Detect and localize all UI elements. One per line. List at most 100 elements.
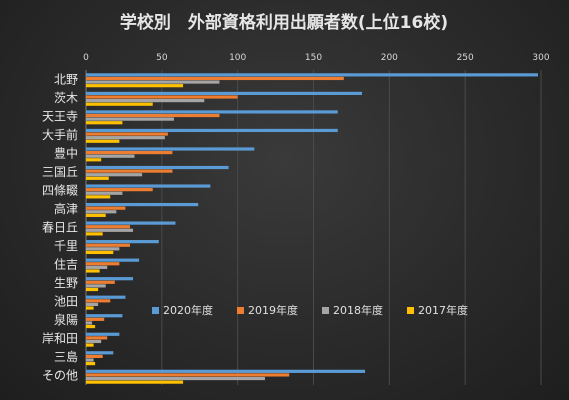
bar-2020年度-茨木 [86,91,363,95]
bar-2018年度-生野 [86,284,106,288]
x-tick-label: 250 [457,53,474,63]
bar-2018年度-四條畷 [86,191,123,195]
bars [86,73,538,384]
bar-2018年度-天王寺 [86,117,174,121]
bar-2020年度-生野 [86,277,134,281]
bar-2017年度-四條畷 [86,195,111,199]
bar-2017年度-北野 [86,84,184,88]
bar-2019年度-春日丘 [86,225,130,229]
bar-2020年度-その他 [86,369,366,373]
bar-2018年度-泉陽 [86,321,93,325]
bar-2020年度-高津 [86,202,199,207]
bar-2017年度-豊中 [86,158,102,162]
bar-2019年度-大手前 [86,132,168,136]
x-tick-label: 150 [305,53,322,63]
bar-2017年度-生野 [86,287,99,292]
bar-2020年度-四條畷 [86,184,211,188]
category-label: 池田 [54,295,78,309]
chart-title: 学校別 外部資格利用出願者数(上位16校) [120,12,448,33]
category-label: 千里 [54,239,78,253]
legend-label: 2018年度 [333,303,383,317]
category-label: 春日丘 [42,221,78,235]
bar-2017年度-茨木 [86,102,153,106]
legend-swatch [237,307,244,314]
category-label: その他 [42,369,78,383]
bar-2019年度-千里 [86,243,130,247]
category-label: 三国丘 [42,165,78,179]
category-label: 茨木 [54,91,78,105]
gridlines [85,70,542,385]
x-tick-label: 0 [83,53,89,63]
legend-label: 2019年度 [248,303,298,317]
category-label: 四條畷 [42,183,78,197]
bar-2017年度-天王寺 [86,121,123,125]
bar-2018年度-高津 [86,210,117,214]
bar-2017年度-春日丘 [86,232,103,236]
bar-2019年度-豊中 [86,150,173,155]
category-label: 天王寺 [42,109,78,123]
bar-2017年度-泉陽 [86,324,96,329]
category-label: 岸和田 [42,332,78,346]
legend: 2020年度 2019年度 2018年度 2017年度 [152,303,468,317]
bar-2018年度-大手前 [86,136,165,140]
bar-2020年度-岸和田 [86,332,120,336]
bar-2017年度-池田 [86,306,94,310]
bar-2020年度-大手前 [86,128,338,133]
category-label: 泉陽 [54,313,78,327]
bar-2020年度-千里 [86,240,159,244]
category-label: 高津 [54,201,78,216]
bar-2017年度-岸和田 [86,343,94,347]
bar-2017年度-大手前 [86,139,120,143]
bar-2020年度-春日丘 [86,221,176,225]
bar-2018年度-北野 [86,80,220,84]
bar-2018年度-池田 [86,302,99,307]
bar-2019年度-住吉 [86,262,120,266]
x-tick-label: 300 [532,53,549,63]
bar-2018年度-岸和田 [86,339,102,344]
category-label: 生野 [54,276,78,290]
x-tick-label: 100 [229,53,246,63]
bar-2019年度-三島 [86,354,103,359]
x-tick-label: 200 [381,53,398,63]
bar-2019年度-茨木 [86,95,238,99]
bar-2018年度-豊中 [86,154,135,158]
bar-2018年度-住吉 [86,265,108,269]
bar-2020年度-三島 [86,351,114,355]
bar-2019年度-池田 [86,299,111,303]
bar-2019年度-生野 [86,280,115,284]
bar-2020年度-豊中 [86,147,255,151]
bar-2017年度-千里 [86,250,114,255]
x-tick-label: 50 [156,53,168,63]
category-label: 住吉 [54,258,78,272]
bar-2018年度-千里 [86,247,120,251]
bar-2017年度-三国丘 [86,176,109,180]
bar-2020年度-天王寺 [86,110,338,114]
bar-2017年度-高津 [86,213,106,217]
bar-2020年度-北野 [86,73,538,77]
bar-2019年度-岸和田 [86,336,108,340]
bar-2017年度-住吉 [86,269,100,273]
category-label: 大手前 [42,127,78,142]
bar-2017年度-三島 [86,362,96,366]
x-axis-ticks: 0 50 100 150 200 250 300 [83,53,550,63]
legend-swatch [407,307,414,314]
category-labels: 北野茨木天王寺大手前豊中三国丘四條畷高津春日丘千里住吉生野池田泉陽岸和田三島その… [42,72,78,382]
bar-2020年度-住吉 [86,258,140,262]
bar-2020年度-三国丘 [86,165,229,170]
bar-2017年度-その他 [86,380,184,384]
bar-2018年度-三島 [86,358,94,362]
bar-2019年度-その他 [86,373,290,377]
bar-2018年度-その他 [86,376,265,381]
bar-2019年度-三国丘 [86,169,173,173]
bar-2018年度-春日丘 [86,228,134,232]
legend-swatch [322,307,329,314]
legend-swatch [152,307,159,314]
category-label: 北野 [54,72,78,86]
bar-2020年度-池田 [86,295,126,299]
bar-2019年度-天王寺 [86,113,220,118]
bar-2019年度-高津 [86,206,126,210]
bar-2019年度-四條畷 [86,188,153,192]
bar-2020年度-泉陽 [86,314,123,318]
